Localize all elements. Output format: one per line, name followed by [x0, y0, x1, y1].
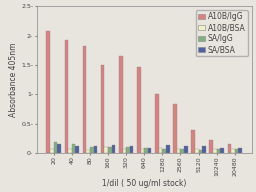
Bar	[180, 149, 184, 153]
Bar	[123, 149, 126, 153]
Bar	[50, 149, 54, 153]
X-axis label: 1/dil ( 50 ug/ml stock): 1/dil ( 50 ug/ml stock)	[102, 179, 186, 188]
Bar	[235, 149, 238, 153]
Bar	[238, 148, 242, 153]
Bar	[195, 149, 199, 153]
Bar	[141, 149, 144, 153]
Bar	[93, 146, 97, 153]
Bar	[46, 31, 50, 153]
Bar	[213, 149, 217, 153]
Bar	[137, 67, 141, 153]
Bar	[57, 144, 61, 153]
Bar	[108, 147, 112, 153]
Bar	[126, 147, 130, 153]
Bar	[202, 146, 206, 153]
Bar	[191, 130, 195, 153]
Bar	[199, 150, 202, 153]
Bar	[76, 146, 79, 153]
Bar	[155, 94, 159, 153]
Bar	[217, 149, 220, 153]
Bar	[68, 149, 72, 153]
Bar	[130, 146, 133, 153]
Bar	[184, 146, 188, 153]
Bar	[119, 56, 123, 153]
Bar	[86, 150, 90, 153]
Bar	[159, 148, 162, 153]
Bar	[148, 148, 152, 153]
Y-axis label: Absorbance 405nm: Absorbance 405nm	[9, 42, 18, 117]
Bar	[177, 149, 180, 153]
Legend: A10B/IgG, A10B/BSA, SA/IgG, SA/BSA: A10B/IgG, A10B/BSA, SA/IgG, SA/BSA	[196, 10, 248, 56]
Bar	[166, 145, 170, 153]
Bar	[72, 144, 76, 153]
Bar	[231, 149, 235, 153]
Bar	[209, 140, 213, 153]
Bar	[144, 148, 148, 153]
Bar	[228, 144, 231, 153]
Bar	[65, 40, 68, 153]
Bar	[220, 148, 224, 153]
Bar	[112, 145, 115, 153]
Bar	[101, 65, 104, 153]
Bar	[104, 147, 108, 153]
Bar	[83, 46, 86, 153]
Bar	[162, 149, 166, 153]
Bar	[173, 104, 177, 153]
Bar	[90, 147, 93, 153]
Bar	[54, 142, 57, 153]
